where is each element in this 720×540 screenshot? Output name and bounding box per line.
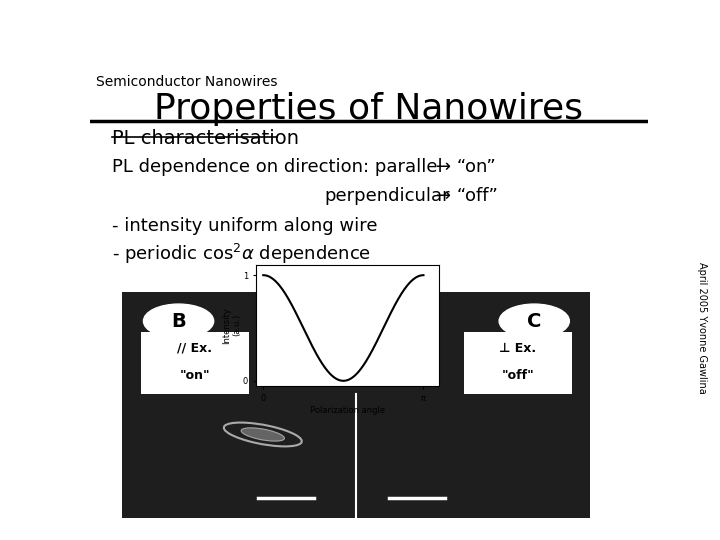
Text: - intensity uniform along wire: - intensity uniform along wire xyxy=(112,217,378,234)
Text: → “on”: → “on” xyxy=(436,158,495,177)
Text: Properties of Nanowires: Properties of Nanowires xyxy=(155,92,583,126)
Text: Semiconductor Nanowires: Semiconductor Nanowires xyxy=(96,75,277,89)
Bar xyxy=(464,333,572,394)
Text: PL characterisation: PL characterisation xyxy=(112,129,300,149)
Y-axis label: Intensity
(a.u.): Intensity (a.u.) xyxy=(222,307,241,344)
Text: "on": "on" xyxy=(179,369,210,382)
Text: - periodic cos$^2\alpha$ dependence: - periodic cos$^2\alpha$ dependence xyxy=(112,241,372,266)
Bar xyxy=(141,333,249,394)
Text: C: C xyxy=(527,312,541,330)
Text: PL dependence on direction: parallel: PL dependence on direction: parallel xyxy=(112,158,443,177)
Ellipse shape xyxy=(241,428,284,441)
Text: → “off”: → “off” xyxy=(436,187,498,205)
X-axis label: Polarization angle: Polarization angle xyxy=(310,406,385,415)
Circle shape xyxy=(499,304,570,338)
Text: B: B xyxy=(171,312,186,330)
Text: "off": "off" xyxy=(502,369,534,382)
Circle shape xyxy=(143,304,214,338)
Text: // Ex.: // Ex. xyxy=(177,342,212,355)
Text: ⊥ Ex.: ⊥ Ex. xyxy=(499,342,536,355)
Text: perpendicular: perpendicular xyxy=(324,187,450,205)
Text: April 2005 Yvonne Gawlina: April 2005 Yvonne Gawlina xyxy=(697,262,707,394)
